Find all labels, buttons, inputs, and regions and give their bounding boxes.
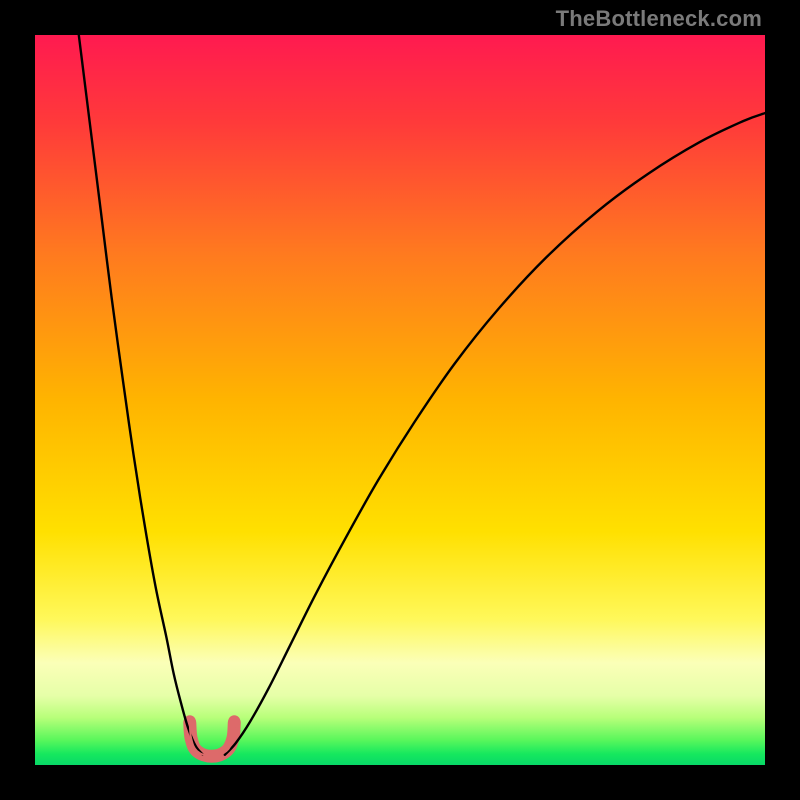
watermark-text: TheBottleneck.com bbox=[556, 6, 762, 32]
bottleneck-curve-left bbox=[79, 35, 203, 755]
bottleneck-curve-right bbox=[225, 113, 765, 755]
chart-frame: TheBottleneck.com bbox=[0, 0, 800, 800]
curve-layer bbox=[35, 35, 765, 765]
plot-area bbox=[35, 35, 765, 765]
